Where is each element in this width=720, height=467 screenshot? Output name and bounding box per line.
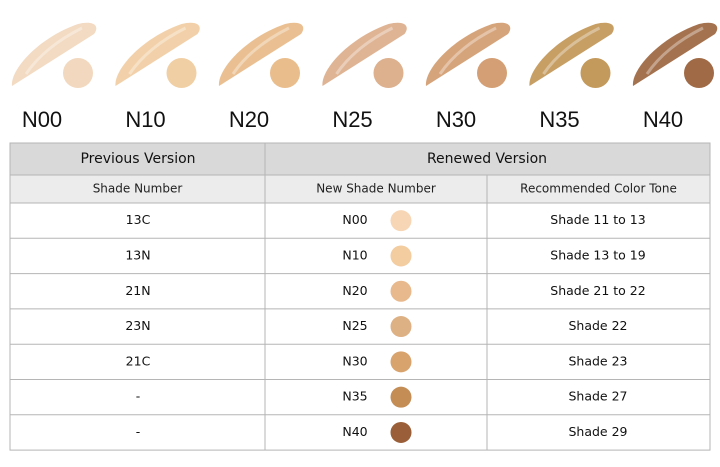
smear-highlight [24,26,83,75]
cell: 21C [126,353,151,368]
color-dot [390,386,412,408]
cell: - [136,389,141,404]
smear-highlight [231,26,290,75]
foundation-smear [218,22,304,87]
swatch-dot [684,58,714,88]
cell: Shade 27 [568,389,627,404]
cell: 13N [125,247,150,262]
swatch-dot [270,58,300,88]
cell: N10 [342,247,367,262]
smear-highlight [438,26,497,75]
shade-label: N20 [229,107,269,132]
cell: Shade 21 to 22 [550,283,645,298]
smear-highlight [645,26,704,75]
table-border [9,142,711,451]
subheader-bg [10,175,710,203]
header-bg [10,143,710,175]
cell: Shade 13 to 19 [550,247,645,262]
cell: N25 [342,318,367,333]
smear-highlight [335,26,394,75]
color-dot [390,351,412,373]
foundation-smear [115,22,200,87]
color-dot [390,280,412,302]
foundation-smear [529,22,614,87]
subheader-cell: Shade Number [93,182,183,196]
shade-label: N10 [125,107,165,132]
cell: N30 [342,353,367,368]
swatch-dot [580,58,611,88]
foundation-smear [322,22,407,87]
swatch-dot [373,58,404,88]
subheader-cell: New Shade Number [316,182,436,196]
swatch-dot [63,58,93,88]
cell: Shade 23 [568,353,627,368]
cell: N20 [342,283,367,298]
color-dot [390,245,412,267]
shade-label: N35 [539,107,579,132]
cell: 21N [125,283,150,298]
cell: Shade 11 to 13 [550,212,645,227]
cell: N35 [342,389,367,404]
cell: N00 [342,212,367,227]
shade-label: N40 [643,107,683,132]
cell: Shade 29 [568,424,627,439]
color-dot [390,210,412,232]
table-grid [9,142,711,451]
cell: 23N [125,318,150,333]
foundation-smear [425,22,511,87]
color-dot [390,421,412,443]
swatch-dot [166,58,197,88]
shade-label: N30 [436,107,476,132]
cell: N40 [342,424,367,439]
shade-label: N25 [332,107,372,132]
cell: 13C [126,212,151,227]
cell: - [136,424,141,439]
foundation-smear [632,22,718,87]
color-dot [390,316,412,338]
swatch-dot [477,58,507,88]
smear-highlight [128,26,187,75]
smear-highlight [542,26,601,75]
cell: Shade 22 [568,318,627,333]
shade-label: N00 [22,107,62,132]
foundation-smear [11,22,97,87]
subheader-cell: Recommended Color Tone [520,182,677,196]
header-cell: Renewed Version [427,151,547,167]
header-cell: Previous Version [80,151,195,167]
